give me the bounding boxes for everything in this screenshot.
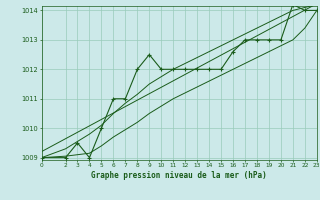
- X-axis label: Graphe pression niveau de la mer (hPa): Graphe pression niveau de la mer (hPa): [91, 171, 267, 180]
